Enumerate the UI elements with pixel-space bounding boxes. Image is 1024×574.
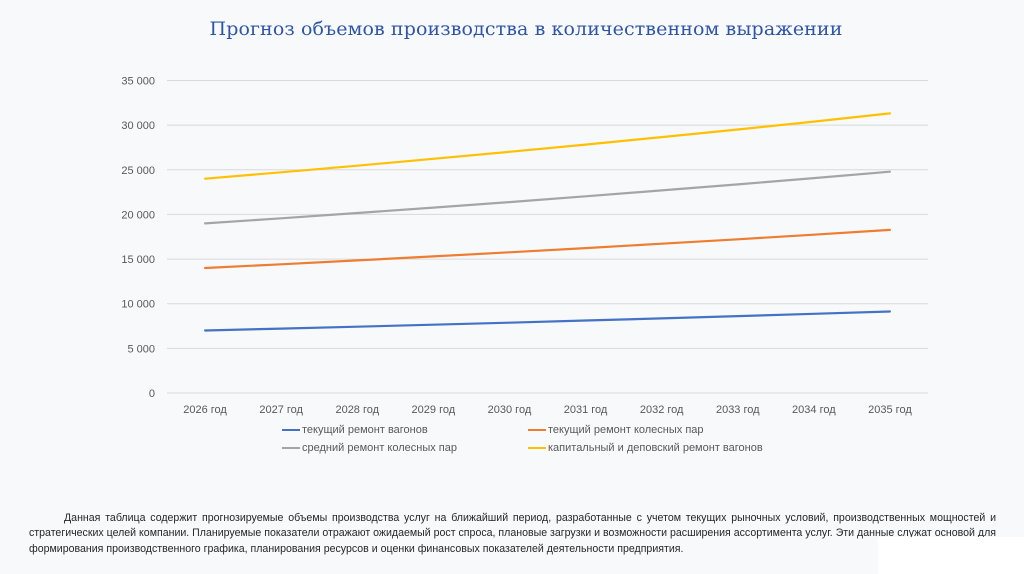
series-line-0: [204, 310, 892, 332]
y-tick-label: 5 000: [127, 343, 155, 355]
y-tick-label: 35 000: [121, 76, 155, 88]
legend-swatch-blue: [282, 429, 300, 431]
legend-label: текущий ремонт колесных пар: [548, 424, 704, 436]
y-tick-label: 30 000: [121, 120, 155, 132]
x-tick-label: 2027 год: [259, 404, 303, 416]
legend-swatch-yellow: [528, 447, 546, 449]
description-paragraph: Данная таблица содержит прогнозируемые о…: [29, 511, 996, 555]
legend-swatch-gray: [282, 447, 300, 449]
series-line-2: [204, 170, 892, 225]
x-tick-label: 2034 год: [792, 404, 836, 416]
y-tick-label: 20 000: [121, 209, 155, 221]
series-line-3: [204, 112, 892, 180]
x-tick-label: 2026 год: [183, 404, 227, 416]
x-tick-label: 2028 год: [335, 404, 379, 416]
chart-legend: текущий ремонт вагонов текущий ремонт ко…: [282, 424, 802, 454]
legend-item: текущий ремонт вагонов: [282, 424, 528, 436]
series-line-1: [204, 228, 892, 270]
legend-item: средний ремонт колесных пар: [282, 442, 528, 454]
x-axis: 2026 год 2027 год 2028 год 2029 год 2030 год…: [183, 404, 912, 416]
x-tick-label: 2032 год: [640, 404, 684, 416]
legend-label: капитальный и деповский ремонт вагонов: [548, 442, 763, 454]
y-tick-label: 10 000: [121, 299, 155, 311]
x-tick-label: 2035 год: [868, 404, 912, 416]
y-axis: 0 5 000 10 000 15 000 20 000 25 000 30 000 35 0…: [121, 76, 155, 401]
legend-item: капитальный и деповский ремонт вагонов: [528, 442, 788, 454]
corner-blank-box: [878, 537, 1024, 574]
chart-title: Прогноз объемов производства в количеств…: [209, 18, 843, 40]
y-tick-label: 15 000: [121, 254, 155, 266]
y-tick-label: 0: [149, 388, 155, 400]
legend-swatch-orange: [528, 429, 546, 431]
x-tick-label: 2031 год: [564, 404, 608, 416]
gridlines: [167, 80, 928, 394]
x-tick-label: 2030 год: [488, 404, 532, 416]
x-tick-label: 2029 год: [412, 404, 456, 416]
line-chart: 0 5 000 10 000 15 000 20 000 25 000 30 000 35 0…: [121, 76, 928, 416]
legend-label: текущий ремонт вагонов: [302, 424, 428, 436]
x-tick-label: 2033 год: [716, 404, 760, 416]
legend-label: средний ремонт колесных пар: [302, 442, 457, 454]
legend-item: текущий ремонт колесных пар: [528, 424, 788, 436]
series-lines: [204, 112, 892, 332]
y-tick-label: 25 000: [121, 165, 155, 177]
